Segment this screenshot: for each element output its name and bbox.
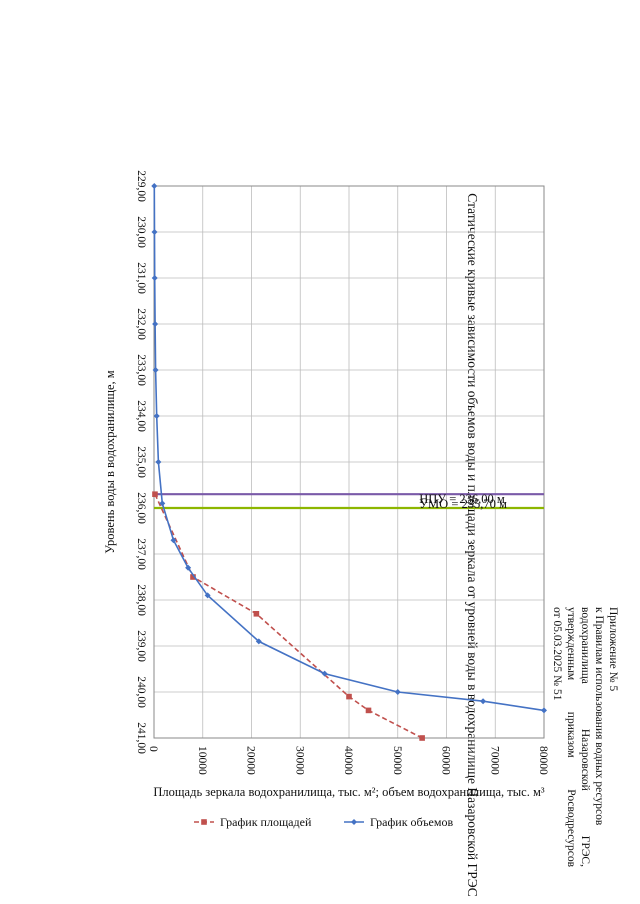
series-layer [151, 183, 547, 741]
volume-point [151, 229, 158, 235]
level-tick-label: 234,00 [135, 400, 147, 432]
area-point [152, 491, 158, 497]
value-tick-label: 60000 [440, 746, 452, 775]
level-tick-label: 233,00 [135, 354, 147, 386]
value-tick-label: 20000 [245, 746, 257, 775]
volume-point [321, 670, 328, 677]
volume-point [151, 275, 158, 281]
area-curve [154, 493, 423, 739]
volume-point [185, 564, 192, 571]
volume-point [152, 321, 159, 327]
level-tick-label: 231,00 [135, 262, 147, 294]
value-tick-label: 10000 [196, 746, 208, 775]
legend-area-label: График площадей [220, 815, 312, 829]
plot-frame [153, 185, 545, 739]
value-tick-label: 30000 [293, 746, 305, 775]
x-axis-label: Площадь зеркала водохранилища, тыс. м²; … [153, 785, 544, 799]
chart-title: Статические кривые зависимости объемов в… [465, 193, 480, 896]
legend: График площадей График объемов [194, 815, 453, 829]
volume-point [394, 689, 401, 695]
value-tick-label: 0 [147, 746, 159, 752]
value-tick-label: 50000 [391, 746, 403, 775]
level-tick-label: 232,00 [135, 308, 147, 340]
volume-point [255, 638, 262, 645]
reference-lines [154, 493, 544, 510]
legend-volume-marker [351, 819, 357, 825]
level-tick-label: 239,00 [135, 630, 147, 662]
level-tick-label: 229,00 [135, 170, 147, 202]
volume-curve [153, 185, 545, 712]
area-point [253, 611, 260, 617]
volume-point [159, 500, 166, 507]
volume-point [204, 592, 211, 599]
level-tick-label: 237,00 [135, 538, 147, 570]
x-tick-labels: 229,00 230,00 231,00 232,00 233,00 234,00 235,… [135, 170, 147, 754]
volume-point [153, 413, 160, 419]
legend-volume-label: График объемов [370, 815, 453, 829]
level-tick-label: 235,00 [135, 446, 147, 478]
volume-point [480, 698, 487, 705]
umo-label: УМО = 235,70 м [419, 497, 507, 511]
area-point [365, 707, 372, 714]
value-tick-label: 80000 [537, 746, 549, 775]
level-tick-label: 236,00 [135, 492, 147, 524]
value-tick-label: 40000 [342, 746, 354, 775]
npu-label: НПУ = 236,00 м [419, 492, 505, 506]
level-tick-label: 238,00 [135, 584, 147, 616]
level-tick-label: 230,00 [135, 216, 147, 248]
volume-point [170, 537, 177, 544]
volume-point [152, 367, 159, 373]
volume-point [151, 183, 158, 189]
area-point [346, 693, 352, 700]
volume-point [541, 707, 547, 714]
y-tick-labels: 0 10000 20000 30000 40000 50000 60000 70000 8000… [147, 746, 549, 775]
level-tick-label: 241,00 [135, 722, 147, 754]
legend-area-marker [201, 819, 207, 825]
area-point [419, 735, 425, 741]
gridlines [153, 185, 545, 739]
volume-point [155, 459, 162, 465]
level-tick-label: 240,00 [135, 676, 147, 708]
y-axis-label: Уровень воды в водохранилище, м [103, 370, 117, 554]
value-tick-label: 70000 [488, 746, 500, 775]
